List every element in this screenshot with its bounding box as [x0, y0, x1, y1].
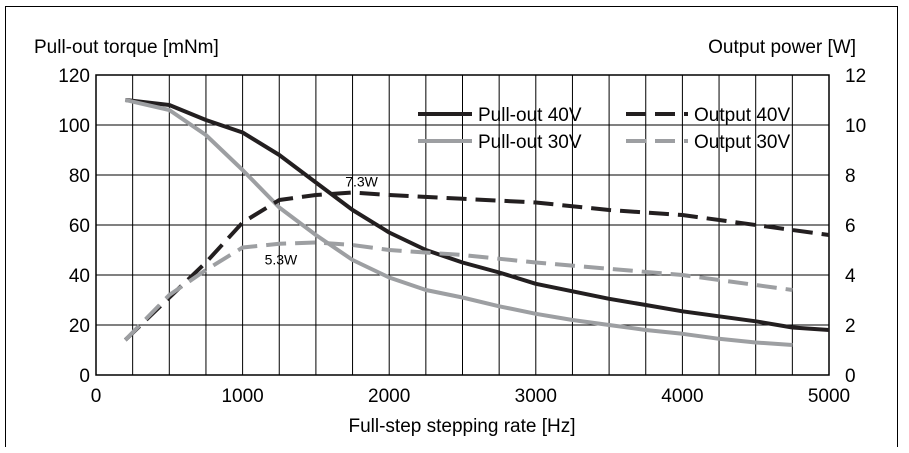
x-axis-title: Full-step stepping rate [Hz] — [348, 416, 575, 437]
annotation-label: 7.3W — [345, 174, 378, 190]
series-lines — [123, 98, 830, 347]
x-tick-label: 3000 — [515, 386, 557, 407]
grid-lines — [96, 75, 829, 375]
x-tick-label: 4000 — [661, 386, 703, 407]
series-line-output-30v — [123, 240, 793, 342]
y-right-tick-label: 10 — [845, 116, 866, 137]
legend-label: Pull-out 30V — [478, 132, 582, 153]
y-left-tick-label: 100 — [58, 116, 90, 137]
legend-label: Output 40V — [694, 105, 790, 126]
y-right-tick-label: 12 — [845, 66, 866, 87]
x-tick-label: 2000 — [368, 386, 410, 407]
y-right-tick-label: 8 — [845, 166, 856, 187]
x-tick-label: 0 — [91, 386, 102, 407]
annotations: 7.3W 5.3W — [265, 174, 379, 268]
plot-border — [95, 74, 830, 376]
y-right-tick-label: 4 — [845, 266, 856, 287]
y-axis-right-title: Output power [W] — [708, 37, 856, 58]
tick-labels: 0 1000 2000 3000 4000 50000204060801001200246… — [58, 66, 866, 407]
y-left-tick-label: 120 — [58, 66, 90, 87]
y-right-tick-label: 2 — [845, 316, 856, 337]
series-line-pull-out-40v — [125, 98, 830, 332]
legend-label: Pull-out 40V — [478, 105, 582, 126]
y-left-tick-label: 0 — [79, 366, 90, 387]
plot-area-border — [95, 74, 830, 376]
x-tick-label: 1000 — [221, 386, 263, 407]
y-left-tick-label: 20 — [69, 316, 90, 337]
y-left-tick-label: 60 — [69, 216, 90, 237]
y-right-tick-label: 6 — [845, 216, 856, 237]
series-line-output-40v — [123, 190, 830, 342]
y-right-tick-label: 0 — [845, 366, 856, 387]
y-left-tick-label: 80 — [69, 166, 90, 187]
series-line-pull-out-30v — [124, 98, 793, 347]
chart-frame — [5, 6, 898, 447]
annotation-label: 5.3W — [265, 252, 298, 268]
legend: Pull-out 40V Pull-out 30V Output 40V Output… — [418, 105, 790, 153]
y-axis-left-title: Pull-out torque [mNm] — [34, 37, 219, 58]
x-tick-label: 5000 — [808, 386, 850, 407]
legend-label: Output 30V — [694, 132, 790, 153]
y-left-tick-label: 40 — [69, 266, 90, 287]
